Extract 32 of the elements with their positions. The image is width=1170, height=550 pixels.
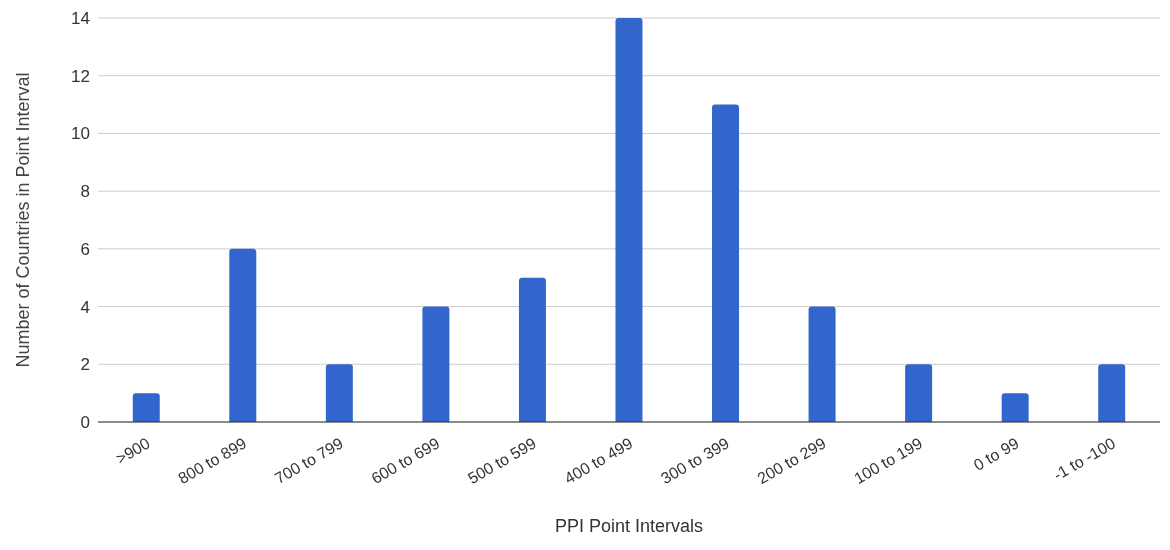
bar <box>1098 364 1126 422</box>
bar <box>615 18 643 422</box>
y-tick-label: 0 <box>80 413 90 433</box>
bar <box>325 364 353 422</box>
bar <box>229 248 257 422</box>
y-tick-label: 2 <box>80 355 90 375</box>
x-tick-label: >900 <box>113 434 153 468</box>
bar <box>712 104 740 422</box>
y-tick-label: 8 <box>80 182 90 202</box>
y-tick-label: 4 <box>80 297 90 317</box>
x-tick-label: 100 to 199 <box>851 434 926 488</box>
y-tick-label: 12 <box>71 66 90 86</box>
x-tick-label: 0 to 99 <box>970 434 1022 474</box>
x-tick-label: 600 to 699 <box>368 434 443 488</box>
x-tick-label: 300 to 399 <box>658 434 733 488</box>
y-tick-label: 6 <box>80 239 90 259</box>
y-tick-label: 10 <box>71 124 90 144</box>
x-tick-label: 400 to 499 <box>561 434 636 488</box>
bar <box>132 393 160 422</box>
bar <box>422 306 450 422</box>
x-tick-label: 500 to 599 <box>464 434 540 488</box>
y-tick-label: 14 <box>71 9 90 29</box>
bar <box>518 277 546 422</box>
y-axis-title: Number of Countries in Point Interval <box>13 72 34 368</box>
bar <box>1001 393 1029 422</box>
x-tick-label: -1 to -100 <box>1050 434 1119 484</box>
bar <box>808 306 836 422</box>
x-axis-title: PPI Point Intervals <box>554 516 704 536</box>
x-tick-label: 800 to 899 <box>175 434 250 488</box>
x-tick-label: 200 to 299 <box>754 434 829 488</box>
x-tick-label: 700 to 799 <box>271 434 346 488</box>
bar <box>905 364 933 422</box>
